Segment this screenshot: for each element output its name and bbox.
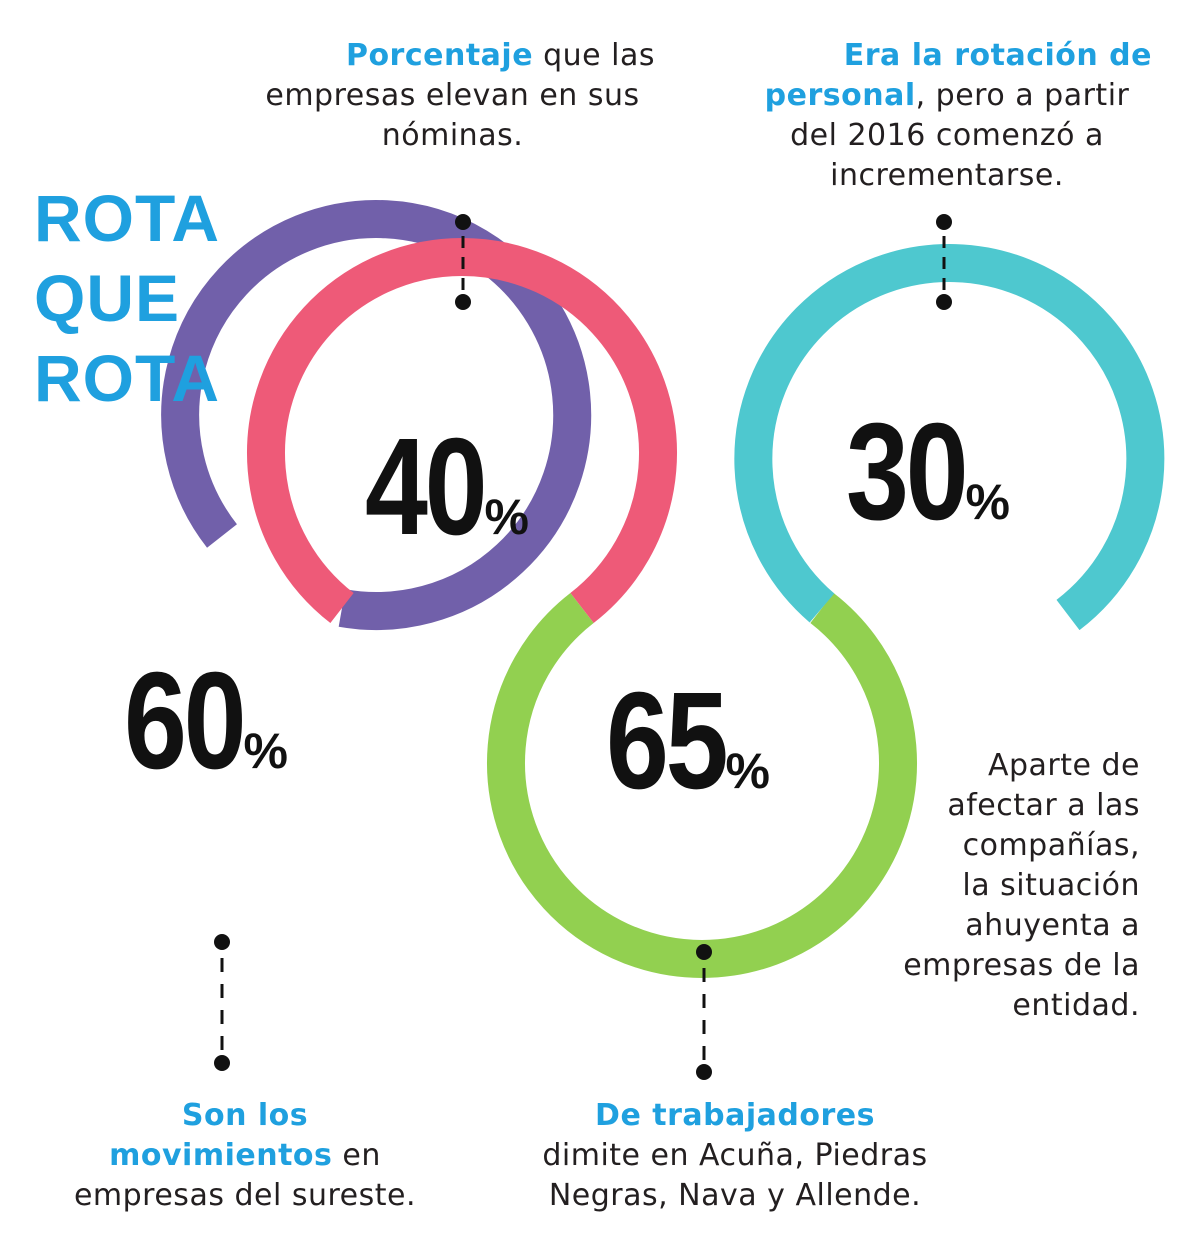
caption-aparte-line2: afectar a las (947, 788, 1140, 823)
stat-40-value: 40 (365, 410, 488, 564)
ring-30 (734, 244, 1165, 631)
stat-30-value: 30 (846, 395, 969, 549)
caption-rotacion-line3: del 2016 comenzó a (790, 118, 1104, 153)
caption-nominas: Porcentaje que las empresas elevan en su… (250, 36, 655, 156)
connector-65 (696, 944, 712, 1080)
stat-30-unit: % (965, 474, 1010, 530)
stat-40-unit: % (484, 489, 529, 545)
caption-aparte-line3: compañías, (962, 828, 1140, 863)
caption-sureste-line2: en (332, 1138, 381, 1173)
stat-65-unit: % (725, 743, 770, 799)
title-line-2: QUE (34, 261, 181, 335)
caption-aparte: Aparte de afectar a las compañías, la si… (880, 746, 1140, 1026)
connector-30 (936, 214, 952, 310)
connector-40 (455, 214, 471, 310)
title-line-1: ROTA (34, 181, 221, 255)
stat-65: 65% (606, 672, 770, 810)
caption-rotacion: Era la rotación de personal, pero a part… (742, 36, 1152, 196)
caption-nominas-line1: que las (533, 38, 655, 73)
caption-sureste-highlight1: Son los (181, 1098, 309, 1133)
caption-sureste-line3: empresas del sureste. (73, 1178, 417, 1213)
caption-aparte-line6: empresas de la (903, 948, 1140, 983)
caption-rotacion-line2: , pero a partir (915, 78, 1130, 113)
caption-nominas-line3: nóminas. (381, 118, 524, 153)
stat-60-unit: % (243, 723, 288, 779)
caption-trabajadores-line3: Negras, Nava y Allende. (548, 1178, 922, 1213)
caption-rotacion-highlight2: personal (764, 78, 916, 113)
caption-trabajadores-line2: dimite en Acuña, Piedras (542, 1138, 928, 1173)
stat-65-value: 65 (606, 664, 729, 818)
caption-aparte-line5: ahuyenta a (965, 908, 1140, 943)
caption-nominas-line2: empresas elevan en sus (265, 78, 640, 113)
title-line-3: ROTA (34, 341, 221, 415)
caption-aparte-line7: entidad. (1012, 988, 1140, 1023)
caption-aparte-line1: Aparte de (987, 748, 1140, 783)
stat-40: 40% (365, 418, 529, 556)
page-title: ROTA QUE ROTA (34, 178, 220, 418)
caption-rotacion-highlight1: Era la rotación de (843, 38, 1152, 73)
caption-nominas-highlight: Porcentaje (345, 38, 534, 73)
caption-sureste-highlight2: movimientos (109, 1138, 333, 1173)
caption-aparte-line4: la situación (962, 868, 1140, 903)
connector-60 (214, 934, 230, 1071)
caption-rotacion-line4: incrementarse. (830, 158, 1064, 193)
caption-trabajadores: De trabajadores dimite en Acuña, Piedras… (525, 1096, 945, 1216)
stat-60: 60% (124, 652, 288, 790)
caption-trabajadores-highlight: De trabajadores (595, 1098, 875, 1133)
stat-60-value: 60 (124, 644, 247, 798)
stat-30: 30% (846, 403, 1010, 541)
caption-sureste: Son los movimientos en empresas del sure… (60, 1096, 430, 1216)
